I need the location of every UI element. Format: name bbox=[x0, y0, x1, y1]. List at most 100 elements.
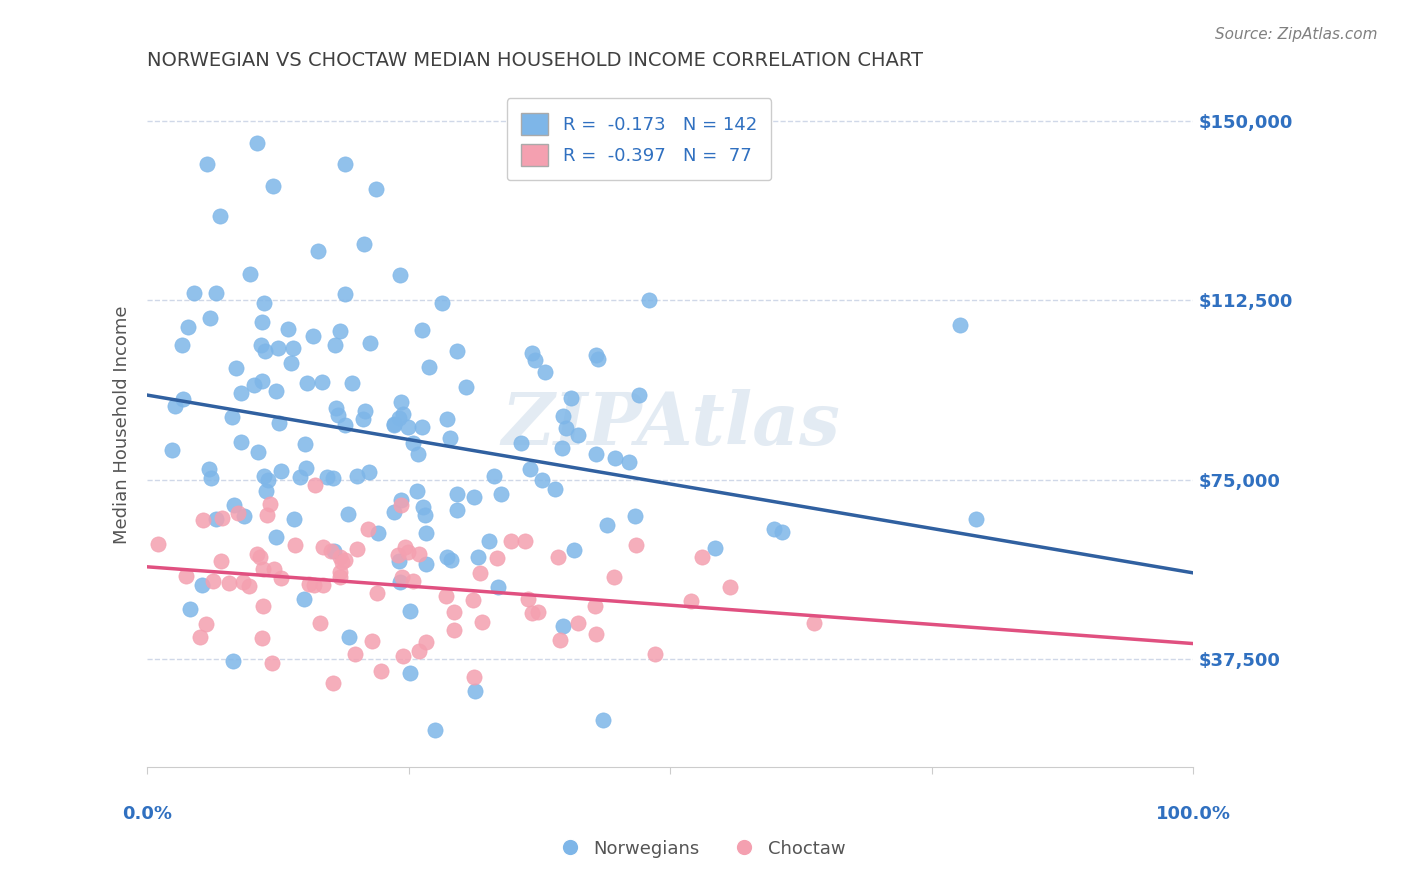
Point bbox=[770, 524, 793, 539]
Point bbox=[411, 323, 433, 337]
Point bbox=[325, 401, 347, 415]
Point bbox=[246, 548, 269, 562]
Point bbox=[482, 468, 505, 483]
Point bbox=[252, 374, 274, 388]
Point bbox=[209, 554, 232, 568]
Point bbox=[461, 593, 484, 607]
Point bbox=[446, 344, 468, 359]
Point bbox=[200, 471, 222, 485]
Legend: R =  -0.173   N = 142, R =  -0.397   N =  77: R = -0.173 N = 142, R = -0.397 N = 77 bbox=[506, 98, 772, 180]
Point bbox=[367, 526, 389, 541]
Point bbox=[284, 537, 307, 551]
Point bbox=[382, 418, 405, 433]
Point bbox=[436, 549, 458, 564]
Point bbox=[402, 435, 425, 450]
Text: ZIPAtlas: ZIPAtlas bbox=[501, 389, 839, 460]
Point bbox=[366, 586, 388, 600]
Point bbox=[160, 443, 183, 458]
Point bbox=[297, 376, 319, 390]
Point bbox=[307, 244, 329, 259]
Point bbox=[292, 592, 315, 607]
Point bbox=[434, 589, 457, 603]
Point bbox=[370, 665, 392, 679]
Point bbox=[232, 574, 254, 589]
Point bbox=[644, 647, 666, 661]
Text: NORWEGIAN VS CHOCTAW MEDIAN HOUSEHOLD INCOME CORRELATION CHART: NORWEGIAN VS CHOCTAW MEDIAN HOUSEHOLD IN… bbox=[148, 51, 924, 70]
Point bbox=[489, 487, 512, 501]
Legend: Norwegians, Choctaw: Norwegians, Choctaw bbox=[554, 832, 852, 865]
Point bbox=[225, 361, 247, 376]
Point bbox=[283, 341, 305, 355]
Point bbox=[513, 533, 536, 548]
Point bbox=[704, 541, 727, 556]
Point bbox=[321, 544, 343, 558]
Text: Source: ZipAtlas.com: Source: ZipAtlas.com bbox=[1215, 27, 1378, 42]
Point bbox=[432, 295, 454, 310]
Point bbox=[264, 530, 287, 544]
Point bbox=[396, 544, 419, 558]
Point bbox=[243, 378, 266, 392]
Point bbox=[250, 315, 273, 329]
Point bbox=[172, 392, 194, 407]
Point bbox=[329, 549, 352, 564]
Point bbox=[302, 328, 325, 343]
Point bbox=[270, 571, 292, 585]
Point bbox=[191, 578, 214, 592]
Point bbox=[364, 181, 387, 195]
Point bbox=[288, 470, 311, 484]
Point bbox=[352, 411, 374, 425]
Point bbox=[224, 498, 246, 512]
Point bbox=[402, 574, 425, 588]
Point bbox=[336, 507, 359, 521]
Point bbox=[624, 508, 647, 523]
Point bbox=[520, 346, 543, 360]
Point bbox=[585, 627, 607, 641]
Point bbox=[277, 321, 299, 335]
Point bbox=[464, 683, 486, 698]
Point bbox=[267, 416, 290, 430]
Point bbox=[548, 632, 571, 647]
Point bbox=[260, 656, 283, 670]
Point bbox=[440, 552, 463, 566]
Point bbox=[191, 513, 214, 527]
Point bbox=[486, 580, 509, 594]
Point bbox=[283, 512, 305, 526]
Point bbox=[333, 286, 356, 301]
Point bbox=[294, 437, 316, 451]
Point bbox=[406, 483, 429, 498]
Point bbox=[353, 404, 375, 418]
Point bbox=[264, 384, 287, 398]
Point bbox=[718, 580, 741, 594]
Point bbox=[360, 633, 382, 648]
Point bbox=[252, 599, 274, 614]
Y-axis label: Median Household Income: Median Household Income bbox=[114, 305, 131, 544]
Point bbox=[583, 599, 606, 614]
Point bbox=[585, 447, 607, 461]
Point bbox=[485, 551, 508, 566]
Point bbox=[198, 311, 221, 326]
Point bbox=[239, 267, 262, 281]
Point bbox=[333, 157, 356, 171]
Point bbox=[603, 570, 626, 584]
Point bbox=[329, 324, 352, 338]
Point bbox=[254, 483, 277, 498]
Point bbox=[567, 616, 589, 631]
Point bbox=[415, 525, 437, 540]
Point bbox=[322, 675, 344, 690]
Text: 0.0%: 0.0% bbox=[122, 805, 173, 823]
Point bbox=[544, 482, 567, 496]
Point bbox=[388, 411, 411, 425]
Point bbox=[551, 441, 574, 455]
Point bbox=[163, 399, 186, 413]
Point bbox=[246, 445, 269, 459]
Point bbox=[259, 497, 281, 511]
Point bbox=[329, 566, 352, 580]
Point bbox=[463, 670, 485, 684]
Point bbox=[389, 394, 412, 409]
Point bbox=[253, 295, 276, 310]
Point bbox=[322, 471, 344, 485]
Point bbox=[249, 338, 271, 352]
Point bbox=[454, 380, 477, 394]
Point bbox=[468, 566, 491, 580]
Point bbox=[522, 606, 544, 620]
